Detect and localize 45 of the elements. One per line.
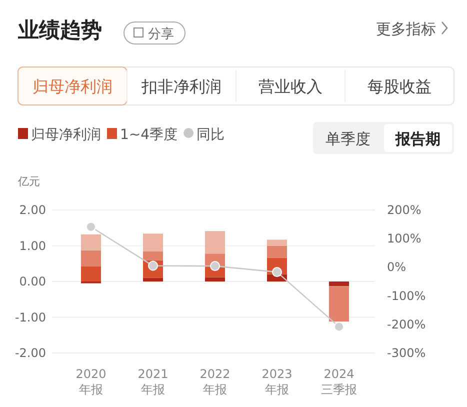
y2-tick-label: -200%: [387, 317, 426, 332]
text: 单季度: [326, 130, 370, 148]
y2-tick-label: 200%: [387, 203, 422, 217]
x-tick-label: 2023 年报: [262, 367, 292, 397]
bar: [143, 234, 163, 252]
y-tick-label: -2.00: [14, 346, 46, 360]
x-tick-label: 2022 年报: [200, 367, 230, 397]
bar: [267, 240, 287, 246]
text: 更多指标: [376, 20, 436, 38]
text: 每股收益: [368, 77, 432, 96]
y2-tick-label: -300%: [387, 346, 426, 360]
bar: [81, 250, 101, 266]
text: 扣非净利润: [140, 77, 222, 96]
y2-tick-label: -100%: [387, 288, 426, 303]
y-tick-label: 0.00: [19, 274, 46, 288]
y2-tick-label: 100%: [387, 232, 422, 246]
text: 报告期: [394, 130, 440, 148]
y-tick-label: -1.00: [14, 310, 46, 324]
point: [210, 261, 220, 272]
y2-tick-label: 0%: [387, 260, 406, 274]
y-axis-title: 亿元: [17, 175, 40, 188]
bar: [81, 266, 101, 282]
legend-label: 同比: [196, 127, 225, 143]
text: 营业收入: [258, 77, 322, 96]
x-tick-label: 2020 年报: [76, 367, 106, 397]
bar: [143, 278, 163, 282]
bar: [205, 277, 225, 282]
legend-label: 1~4季度: [120, 127, 178, 143]
legend-label: 归母净利润: [31, 127, 101, 143]
y-tick-label: 2.00: [19, 203, 46, 217]
point: [272, 267, 282, 278]
bar: [329, 286, 349, 322]
y-tick-label: 1.00: [19, 238, 46, 253]
bar: [205, 231, 225, 254]
bar: [329, 282, 349, 286]
bar: [267, 246, 287, 258]
bar: [81, 234, 101, 250]
point: [86, 222, 96, 232]
x-tick-label: 2024 三季报: [321, 367, 357, 397]
bar: [143, 251, 163, 260]
chart-title: 业绩趋势: [17, 18, 102, 42]
point: [334, 322, 344, 332]
text: 分享: [148, 26, 174, 42]
x-tick-label: 2021 年报: [138, 367, 168, 397]
text: 归母净利润: [32, 77, 112, 96]
